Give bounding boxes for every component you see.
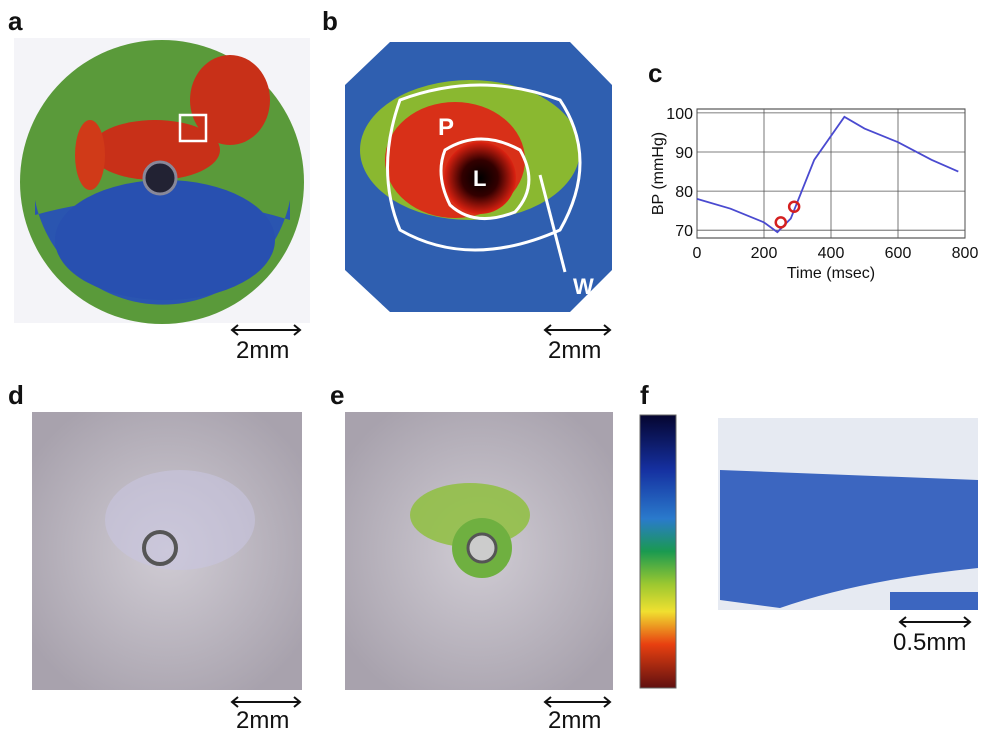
scale-label: 2mm — [236, 337, 289, 364]
scale-label: 2mm — [236, 707, 289, 734]
x-tick-label: 600 — [885, 245, 912, 262]
panel-label: b — [322, 6, 338, 36]
y-axis-label: BP (mmHg) — [650, 132, 667, 215]
panel-label: a — [8, 6, 23, 36]
scale-label: 2mm — [548, 337, 601, 364]
panel-label: f — [640, 380, 649, 410]
y-tick-label: 100 — [666, 106, 693, 123]
bp-chart: 70 80 90 100 0 200 400 600 800 Time (msec) BP (mmH… — [650, 106, 978, 282]
y-tick-label: 70 — [675, 223, 693, 240]
marker-circle — [774, 216, 787, 229]
x-tick-label: 400 — [818, 245, 845, 262]
colorbar — [639, 414, 677, 689]
marker-circle — [787, 200, 801, 213]
x-tick-label: 800 — [952, 245, 979, 262]
y-tick-label: 80 — [675, 184, 693, 201]
region-label: W — [573, 274, 594, 299]
scale-label: 0.5mm — [893, 629, 966, 656]
panel-e-image — [345, 412, 613, 690]
histology-image — [718, 418, 978, 610]
panel-label: c — [648, 58, 662, 88]
panel-a-image — [14, 38, 310, 324]
panel-b-image — [345, 42, 612, 312]
region-label: P — [438, 114, 454, 141]
x-tick-label: 200 — [751, 245, 778, 262]
panel-label: d — [8, 380, 24, 410]
region-label: L — [473, 166, 486, 191]
y-tick-label: 90 — [675, 145, 693, 162]
x-tick-label: 0 — [693, 245, 702, 262]
scale-arrows — [230, 324, 972, 708]
panel-d-image — [32, 412, 302, 690]
scale-label: 2mm — [548, 707, 601, 734]
panel-label: e — [330, 380, 344, 410]
bp-line — [696, 115, 959, 234]
x-axis-label: Time (msec) — [787, 265, 875, 282]
labels: a b c d e f 2mm 2mm 2mm 2mm 0.5mm P L W — [8, 6, 966, 734]
